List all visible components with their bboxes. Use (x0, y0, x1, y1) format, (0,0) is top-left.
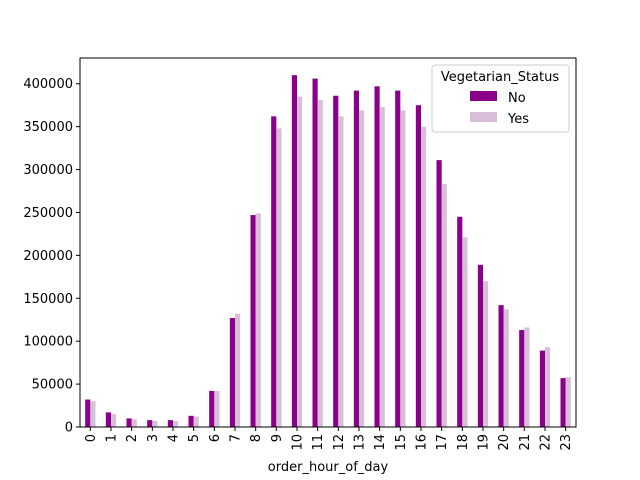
x-tick-label: 19 (477, 434, 492, 451)
bar-yes-hour-3 (152, 420, 158, 427)
x-tick-label: 7 (229, 434, 244, 442)
bar-yes-hour-2 (131, 419, 137, 427)
x-tick-label: 4 (167, 434, 182, 442)
y-tick-label: 200000 (23, 249, 73, 264)
legend-swatch-no (470, 91, 497, 101)
bar-yes-hour-21 (524, 327, 530, 427)
bar-yes-hour-16 (421, 126, 427, 428)
legend-frame (431, 64, 570, 133)
bar-no-hour-12 (333, 95, 339, 427)
bar-no-hour-7 (229, 318, 235, 427)
x-tick-label: 22 (539, 434, 554, 451)
bar-no-hour-16 (415, 105, 421, 427)
bar-yes-hour-22 (545, 347, 551, 427)
bar-yes-hour-7 (235, 313, 241, 427)
legend-label-no: No (508, 91, 526, 106)
y-tick-label: 250000 (23, 206, 73, 221)
x-tick-label: 1 (105, 434, 120, 442)
bar-yes-hour-14 (379, 106, 385, 427)
bar-yes-hour-18 (462, 237, 468, 427)
x-tick-label: 10 (291, 434, 306, 451)
y-tick-label: 100000 (23, 335, 73, 350)
bar-yes-hour-0 (90, 401, 96, 427)
y-axis: 0 50000 100000 150000 200000 250000 300000 3500… (23, 77, 80, 436)
bar-no-hour-15 (395, 90, 401, 428)
bar-yes-hour-20 (503, 309, 509, 427)
bar-no-hour-6 (209, 390, 215, 427)
x-tick-label: 3 (146, 434, 161, 442)
bar-yes-hour-1 (111, 414, 117, 427)
bar-yes-hour-13 (359, 110, 365, 427)
x-axis-title: order_hour_of_day (268, 460, 389, 475)
x-tick-label: 17 (435, 434, 450, 451)
x-tick-label: 16 (415, 434, 430, 451)
x-tick-label: 15 (394, 434, 409, 451)
bar-yes-hour-12 (338, 116, 344, 427)
bar-yes-hour-9 (276, 128, 282, 427)
x-tick-label: 2 (125, 434, 140, 442)
legend-swatch-yes (470, 112, 497, 122)
x-tick-label: 12 (332, 434, 347, 451)
bar-no-hour-11 (312, 78, 318, 427)
bar-no-hour-23 (560, 378, 566, 427)
y-tick-label: 0 (65, 421, 73, 436)
bar-no-hour-14 (374, 86, 380, 427)
bar-no-hour-9 (271, 116, 277, 427)
y-tick-label: 300000 (23, 163, 73, 178)
x-tick-label: 13 (353, 434, 368, 451)
bar-no-hour-4 (167, 420, 173, 427)
bar-no-hour-13 (353, 90, 359, 428)
bar-no-hour-3 (147, 420, 153, 427)
legend-title: Vegetarian_Status (441, 70, 560, 85)
x-tick-label: 8 (249, 434, 264, 442)
bar-no-hour-21 (519, 330, 525, 427)
bar-yes-hour-15 (400, 110, 406, 427)
plot-frame (79, 57, 577, 428)
x-tick-label: 23 (559, 434, 574, 451)
x-axis: 0 1 2 3 4 5 6 7 8 9 10 11 12 13 14 15 16 17 18 19 20 21 22 23 (84, 427, 574, 451)
bar-no-hour-5 (188, 415, 194, 427)
x-tick-label: 5 (187, 434, 202, 442)
bar-no-hour-10 (291, 75, 297, 427)
bar-yes-hour-6 (214, 390, 220, 427)
bar-no-hour-0 (85, 399, 91, 427)
x-tick-label: 6 (208, 434, 223, 442)
bars-layer (85, 75, 571, 428)
legend-label-yes: Yes (507, 112, 529, 127)
x-tick-label: 0 (84, 434, 99, 442)
x-tick-label: 21 (518, 434, 533, 451)
bar-yes-hour-5 (193, 416, 199, 427)
bar-no-hour-20 (498, 305, 504, 427)
bar-yes-hour-17 (441, 184, 447, 427)
bar-yes-hour-10 (297, 96, 303, 428)
x-tick-label: 11 (311, 434, 326, 451)
x-tick-label: 14 (373, 434, 388, 451)
bar-yes-hour-4 (173, 420, 179, 427)
x-tick-label: 20 (497, 434, 512, 451)
x-tick-label: 9 (270, 434, 285, 442)
bar-yes-hour-23 (565, 377, 571, 427)
bar-no-hour-17 (436, 160, 442, 427)
y-tick-label: 400000 (23, 77, 73, 92)
bar-no-hour-18 (457, 216, 463, 427)
bar-yes-hour-19 (483, 281, 489, 427)
bar-no-hour-22 (539, 350, 545, 427)
bar-yes-hour-8 (255, 213, 261, 427)
legend: Vegetarian_Status No Yes (431, 64, 570, 133)
bar-no-hour-8 (250, 215, 256, 427)
bar-no-hour-1 (105, 412, 111, 427)
y-tick-label: 350000 (23, 120, 73, 135)
bar-no-hour-2 (126, 418, 132, 427)
y-tick-label: 150000 (23, 292, 73, 307)
bar-yes-hour-11 (317, 100, 323, 428)
y-tick-label: 50000 (32, 378, 73, 393)
bar-no-hour-19 (477, 264, 483, 427)
x-tick-label: 18 (456, 434, 471, 451)
